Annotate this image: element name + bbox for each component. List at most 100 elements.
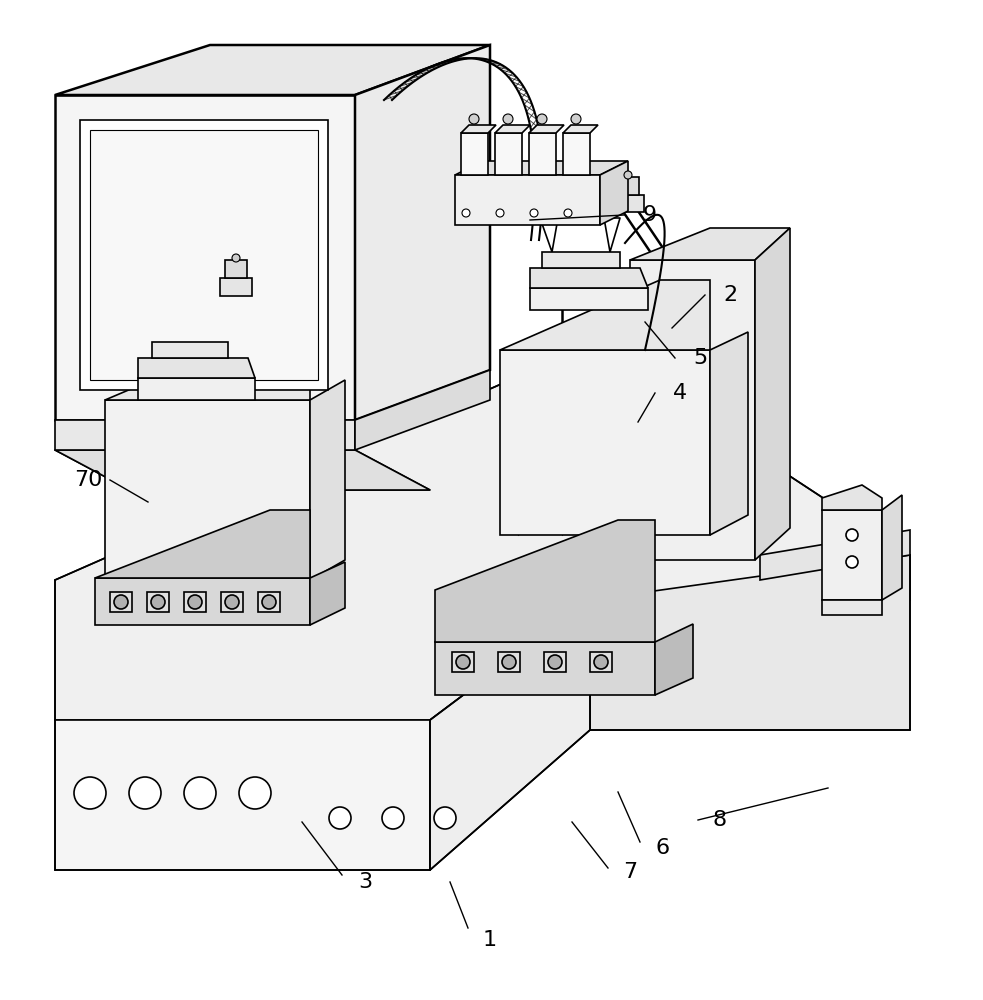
Polygon shape	[710, 332, 748, 535]
Polygon shape	[430, 600, 590, 870]
Polygon shape	[500, 280, 710, 350]
Polygon shape	[105, 400, 310, 580]
Text: 70: 70	[74, 470, 102, 490]
Circle shape	[151, 595, 165, 609]
Polygon shape	[563, 125, 598, 133]
Circle shape	[456, 655, 470, 669]
Polygon shape	[563, 133, 590, 175]
Circle shape	[846, 556, 858, 568]
Polygon shape	[617, 177, 639, 195]
Circle shape	[571, 114, 581, 124]
Circle shape	[225, 595, 239, 609]
Polygon shape	[55, 420, 355, 450]
Circle shape	[846, 529, 858, 541]
Polygon shape	[600, 161, 628, 225]
Polygon shape	[760, 530, 910, 580]
Circle shape	[469, 114, 479, 124]
Bar	[221, 592, 243, 612]
Circle shape	[624, 171, 632, 179]
Polygon shape	[355, 45, 490, 420]
Polygon shape	[630, 228, 790, 260]
Text: 1: 1	[483, 930, 497, 950]
Polygon shape	[455, 175, 600, 225]
Bar	[110, 592, 132, 612]
Text: 3: 3	[358, 872, 372, 892]
Polygon shape	[138, 358, 255, 378]
Polygon shape	[755, 228, 790, 560]
Circle shape	[329, 807, 351, 829]
Bar	[498, 652, 520, 672]
Circle shape	[434, 807, 456, 829]
Circle shape	[503, 114, 513, 124]
Bar	[544, 652, 566, 672]
Polygon shape	[495, 133, 522, 175]
Bar	[590, 652, 612, 672]
Circle shape	[74, 777, 106, 809]
Polygon shape	[530, 288, 648, 310]
Polygon shape	[105, 330, 310, 400]
Bar	[258, 592, 280, 612]
Polygon shape	[455, 161, 628, 175]
Polygon shape	[55, 95, 355, 420]
Text: 6: 6	[656, 838, 670, 858]
Circle shape	[184, 777, 216, 809]
Polygon shape	[355, 370, 490, 450]
Polygon shape	[822, 510, 882, 600]
Polygon shape	[310, 380, 345, 580]
Polygon shape	[310, 562, 345, 625]
Circle shape	[382, 807, 404, 829]
Polygon shape	[495, 125, 530, 133]
Bar	[184, 592, 206, 612]
Polygon shape	[461, 125, 496, 133]
Circle shape	[262, 595, 276, 609]
Polygon shape	[435, 642, 655, 695]
Polygon shape	[55, 450, 430, 490]
Polygon shape	[542, 252, 620, 268]
Circle shape	[239, 777, 271, 809]
Circle shape	[594, 655, 608, 669]
Polygon shape	[80, 120, 328, 390]
Circle shape	[564, 209, 572, 217]
Polygon shape	[225, 260, 247, 278]
Polygon shape	[55, 45, 490, 95]
Polygon shape	[590, 555, 910, 730]
Circle shape	[188, 595, 202, 609]
Text: 9: 9	[643, 205, 657, 225]
Circle shape	[548, 655, 562, 669]
Polygon shape	[55, 345, 910, 720]
Polygon shape	[55, 720, 430, 870]
Polygon shape	[529, 125, 564, 133]
Circle shape	[462, 209, 470, 217]
Polygon shape	[220, 278, 252, 296]
Polygon shape	[435, 520, 655, 642]
Polygon shape	[500, 350, 710, 535]
Polygon shape	[138, 378, 255, 400]
Polygon shape	[822, 485, 882, 510]
Polygon shape	[612, 195, 644, 212]
Circle shape	[129, 777, 161, 809]
Circle shape	[114, 595, 128, 609]
Polygon shape	[95, 578, 310, 625]
Circle shape	[232, 254, 240, 262]
Circle shape	[496, 209, 504, 217]
Text: 5: 5	[693, 348, 707, 368]
Polygon shape	[529, 133, 556, 175]
Polygon shape	[95, 510, 310, 578]
Bar	[147, 592, 169, 612]
Polygon shape	[461, 133, 488, 175]
Text: 2: 2	[723, 285, 737, 305]
Polygon shape	[822, 600, 882, 615]
Text: 7: 7	[623, 862, 637, 882]
Text: 4: 4	[673, 383, 687, 403]
Polygon shape	[655, 624, 693, 695]
Circle shape	[530, 209, 538, 217]
Polygon shape	[90, 130, 318, 380]
Bar	[452, 652, 474, 672]
Polygon shape	[152, 342, 228, 358]
Polygon shape	[882, 495, 902, 600]
Circle shape	[502, 655, 516, 669]
Polygon shape	[530, 268, 648, 288]
Text: 8: 8	[713, 810, 727, 830]
Circle shape	[537, 114, 547, 124]
Polygon shape	[630, 260, 755, 560]
